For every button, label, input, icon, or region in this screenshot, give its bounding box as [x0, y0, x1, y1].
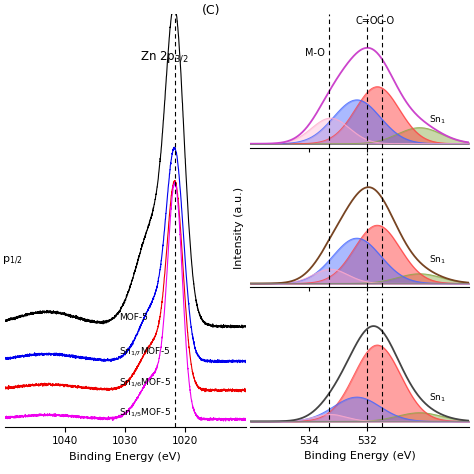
Text: Sn$_{1/5}$MOF-5: Sn$_{1/5}$MOF-5 [119, 407, 171, 419]
X-axis label: Binding Energy (eV): Binding Energy (eV) [69, 452, 181, 462]
Text: Intensity (a.u.): Intensity (a.u.) [234, 186, 245, 269]
Text: Sn$_{1/6}$MOF-5: Sn$_{1/6}$MOF-5 [119, 376, 171, 389]
Text: Sn$_{1/7}$MOF-5: Sn$_{1/7}$MOF-5 [119, 346, 171, 358]
Text: MOF-5: MOF-5 [119, 313, 148, 322]
Text: M-O: M-O [305, 48, 324, 58]
Text: Sn$_1$: Sn$_1$ [429, 392, 446, 404]
Text: Zn 2p$_{3/2}$: Zn 2p$_{3/2}$ [140, 49, 189, 64]
Text: C-O: C-O [377, 16, 395, 26]
X-axis label: Binding Energy (eV): Binding Energy (eV) [304, 451, 416, 461]
Text: p$_{1/2}$: p$_{1/2}$ [2, 255, 23, 267]
Text: Sn$_1$: Sn$_1$ [429, 113, 446, 126]
Text: (C): (C) [202, 3, 220, 17]
Text: C=O: C=O [356, 16, 378, 26]
Text: Sn$_1$: Sn$_1$ [429, 253, 446, 265]
